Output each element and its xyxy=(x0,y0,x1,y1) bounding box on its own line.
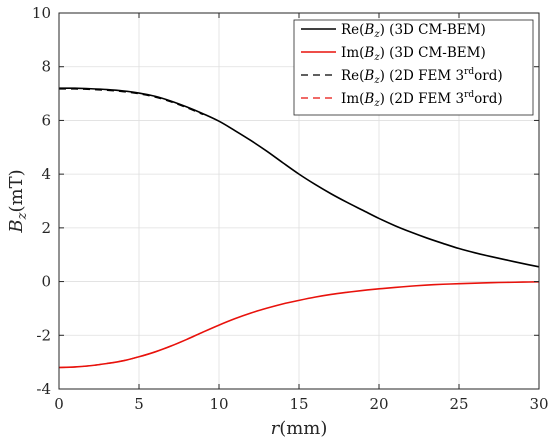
y-tick-label: -2 xyxy=(36,326,51,344)
y-tick-label: -4 xyxy=(36,380,51,398)
y-tick-label: 6 xyxy=(41,111,51,129)
x-tick-label: 0 xyxy=(54,395,64,413)
legend-label-1: Re(Bz) (3D CM-BEM) xyxy=(341,22,486,40)
legend-label-3: Re(Bz) (2D FEM 3rdord) xyxy=(341,67,503,86)
series-line-1 xyxy=(58,87,540,268)
y-tick-label: 10 xyxy=(32,4,51,22)
x-tick-label: 15 xyxy=(289,395,308,413)
series-line-2 xyxy=(58,281,540,369)
x-tick-label: 5 xyxy=(134,395,144,413)
x-axis-var: r xyxy=(271,418,281,439)
legend-box xyxy=(293,19,534,116)
legend-label-4: Im(Bz) (2D FEM 3rdord) xyxy=(341,90,503,109)
x-tick-label: 10 xyxy=(209,395,228,413)
x-tick-label: 20 xyxy=(369,395,388,413)
y-tick-label: 4 xyxy=(41,165,51,183)
y-axis-sub: z xyxy=(15,212,30,220)
legend: Re(Bz) (3D CM-BEM) Im(Bz) (3D CM-BEM) Re(B… xyxy=(293,19,534,116)
y-tick-label: 8 xyxy=(41,58,51,76)
y-axis-var: B xyxy=(6,219,27,233)
legend-label-2: Im(Bz) (3D CM-BEM) xyxy=(341,45,486,63)
y-tick-label: 2 xyxy=(41,219,51,237)
x-axis-label: r(mm) xyxy=(271,418,328,439)
y-axis-unit: (mT) xyxy=(6,169,27,212)
y-tick-label: 0 xyxy=(41,273,51,291)
series-line-4 xyxy=(58,331,204,369)
y-axis-label: Bz(mT) xyxy=(6,169,30,233)
series-group xyxy=(58,87,540,369)
x-tick-label: 30 xyxy=(529,395,548,413)
x-tick-label: 25 xyxy=(449,395,468,413)
tick-labels: 0 5 10 15 20 25 30 -4 -2 0 2 4 6 8 10 xyxy=(32,4,549,413)
tick-marks xyxy=(58,12,540,390)
series-line-3 xyxy=(58,88,204,116)
x-axis-unit: (mm) xyxy=(279,418,327,439)
